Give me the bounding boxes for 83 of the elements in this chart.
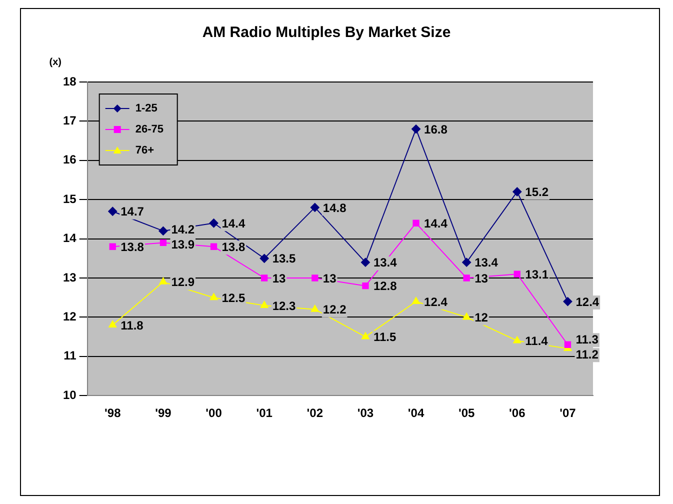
x-tick-label: '05 [458, 406, 476, 420]
data-label: 11.8 [120, 318, 144, 332]
point [361, 332, 370, 340]
point [261, 274, 268, 282]
point [260, 254, 269, 263]
y-tick-label: 15 [62, 192, 77, 206]
data-label: 12.4 [424, 294, 448, 309]
data-label: 11.4 [525, 334, 548, 348]
point [210, 293, 218, 300]
data-label: 14.4 [222, 216, 246, 230]
data-label: 13 [322, 271, 337, 286]
x-tick-label: '00 [206, 406, 222, 420]
data-label: 13.4 [373, 256, 398, 270]
data-label: 12.2 [322, 302, 347, 317]
data-label: 13.8 [120, 240, 144, 254]
y-tick-label: 16 [62, 152, 77, 167]
data-label: 13 [272, 271, 286, 286]
point [412, 220, 420, 226]
point [108, 320, 117, 328]
point [463, 274, 470, 282]
x-tick-label: '98 [104, 406, 122, 420]
y-tick-label: 11 [64, 348, 77, 363]
point [564, 341, 572, 348]
data-label: 15.2 [525, 185, 549, 200]
data-label: 12.8 [373, 279, 398, 294]
data-label: 11.2 [576, 347, 599, 362]
y-tick-label: 14 [62, 231, 77, 246]
point [312, 274, 318, 282]
legend-label: 76+ [135, 144, 154, 157]
point [310, 202, 320, 212]
y-tick-label: 17 [62, 114, 77, 128]
data-label: 11.3 [576, 332, 599, 346]
point [159, 277, 168, 284]
data-label: 13 [474, 271, 488, 286]
data-label: 13.8 [222, 240, 246, 254]
data-label: 12 [474, 310, 488, 325]
point [209, 218, 218, 228]
point [210, 243, 218, 250]
x-tick-label: '03 [357, 406, 374, 420]
point [513, 336, 522, 344]
y-tick-label: 18 [62, 74, 77, 88]
chart-title: AM Radio Multiples By Market Size [202, 24, 451, 42]
data-label: 12.4 [576, 294, 600, 309]
point [360, 258, 370, 267]
x-tick-label: '06 [509, 406, 526, 420]
data-label: 14.2 [171, 222, 195, 237]
data-label: 11.5 [373, 330, 396, 344]
point [362, 282, 369, 290]
data-label: 13.5 [272, 252, 296, 266]
data-label: 12.3 [272, 298, 296, 313]
point [412, 297, 420, 304]
point [160, 239, 167, 246]
data-label: 13.1 [525, 267, 549, 282]
point [108, 206, 118, 216]
data-label: 14.7 [120, 204, 144, 219]
x-tick-label: '07 [560, 406, 576, 420]
x-tick-label: '04 [408, 406, 424, 420]
x-tick-label: '02 [306, 406, 324, 420]
x-tick-label: '01 [256, 406, 273, 420]
point [512, 187, 522, 196]
legend-label: 1-25 [135, 102, 158, 115]
point [462, 258, 472, 267]
data-label: 16.8 [424, 122, 448, 136]
data-label: 13.4 [474, 256, 498, 270]
point [514, 270, 520, 278]
point [412, 124, 421, 134]
data-label: 13.9 [171, 238, 195, 252]
y-tick-label: 12 [62, 310, 77, 324]
point [109, 243, 116, 250]
x-tick-label: '99 [155, 406, 172, 420]
y-tick-label: 13 [62, 270, 77, 284]
legend-label: 26-75 [135, 124, 164, 136]
point [158, 226, 168, 236]
point [462, 312, 471, 320]
point [310, 304, 319, 312]
y-tick-label: 10 [62, 388, 77, 402]
point [260, 300, 268, 308]
data-label: 14.8 [322, 200, 347, 215]
point [563, 297, 572, 306]
data-label: 12.9 [171, 275, 195, 290]
data-label: 12.5 [222, 290, 246, 305]
y-axis-title: (x) [49, 56, 62, 68]
data-label: 14.4 [424, 216, 448, 230]
